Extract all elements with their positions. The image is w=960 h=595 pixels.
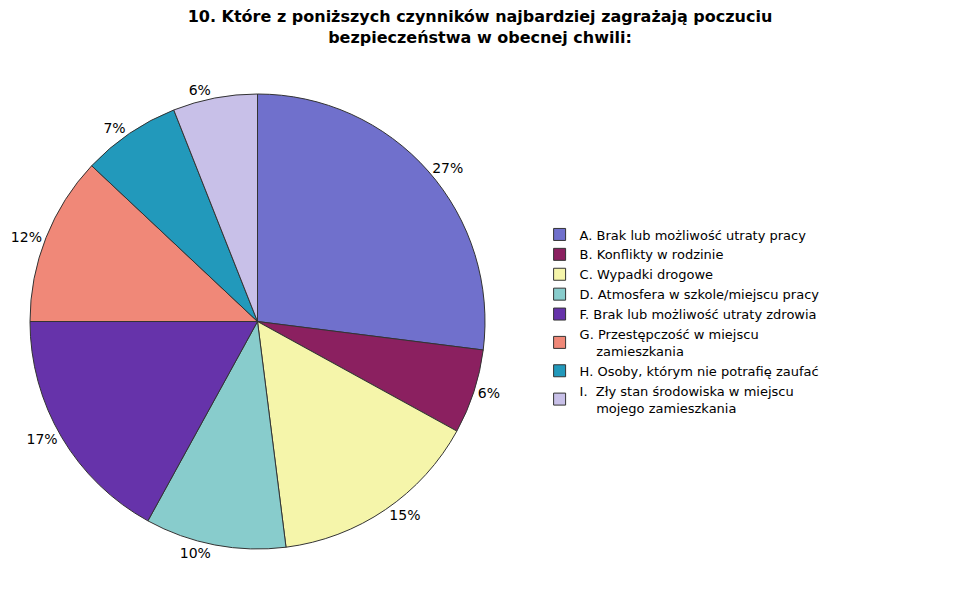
svg-text:D. Atmosfera w szkole/miejscu: D. Atmosfera w szkole/miejscu pracy bbox=[580, 287, 820, 302]
svg-text:12%: 12% bbox=[11, 229, 42, 245]
svg-text:17%: 17% bbox=[27, 431, 58, 447]
svg-text:15%: 15% bbox=[389, 507, 420, 523]
svg-text:F. Brak lub możliwość utraty z: F. Brak lub możliwość utraty zdrowia bbox=[580, 307, 817, 322]
svg-text:H. Osoby, którym nie potrafię: H. Osoby, którym nie potrafię zaufać bbox=[580, 364, 819, 379]
svg-text:6%: 6% bbox=[478, 385, 500, 401]
svg-text:6%: 6% bbox=[189, 82, 211, 98]
svg-text:10. Które z poniższych czynnik: 10. Które z poniższych czynników najbard… bbox=[188, 7, 773, 47]
svg-text:A. Brak lub możliwość utraty p: A. Brak lub możliwość utraty pracy bbox=[580, 228, 807, 243]
svg-text:C. Wypadki drogowe: C. Wypadki drogowe bbox=[580, 267, 714, 282]
svg-text:7%: 7% bbox=[103, 120, 125, 136]
svg-text:B. Konflikty w rodzinie: B. Konflikty w rodzinie bbox=[580, 247, 724, 262]
svg-text:27%: 27% bbox=[432, 160, 463, 176]
svg-text:10%: 10% bbox=[180, 545, 211, 561]
svg-text:I. Zły stan środowiska w miej: I. Zły stan środowiska w miejscu mojego … bbox=[580, 384, 794, 416]
svg-text:G. Przestępczość w miejscu: G. Przestępczość w miejscu zamieszkania bbox=[580, 327, 759, 359]
